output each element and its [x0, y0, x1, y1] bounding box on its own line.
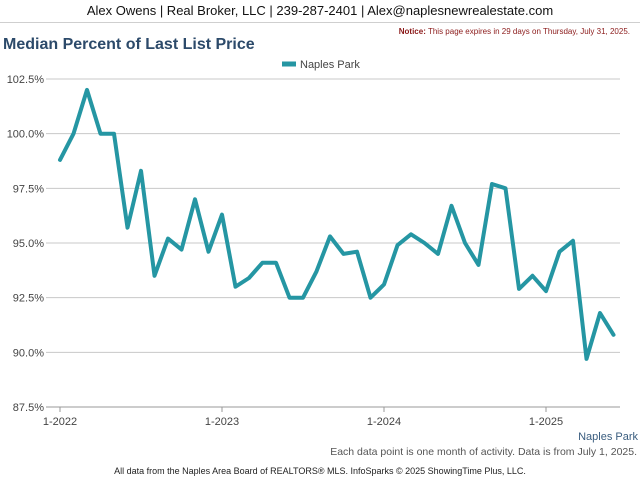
x-tick-label: 1-2025: [529, 416, 563, 428]
contact-header: Alex Owens | Real Broker, LLC | 239-287-…: [0, 0, 640, 23]
source-credit: All data from the Naples Area Board of R…: [114, 466, 526, 476]
contact-text: Alex Owens | Real Broker, LLC | 239-287-…: [86, 3, 554, 18]
notice-label: Notice:: [398, 27, 426, 36]
expiry-notice: Notice: This page expires in 29 days on …: [399, 27, 630, 36]
y-tick-label: 100.0%: [7, 129, 45, 141]
x-end-label: Naples Park: [578, 431, 638, 443]
y-tick-label: 92.5%: [13, 293, 44, 305]
y-tick-label: 87.5%: [13, 402, 44, 414]
x-tick-label: 1-2024: [367, 416, 401, 428]
data-note: Each data point is one month of activity…: [330, 446, 637, 458]
notice-text: This page expires in 29 days on Thursday…: [425, 27, 630, 36]
axes: 87.5% 90.0% 92.5% 95.0% 97.5% 100.0% 102.5% 1-2…: [7, 74, 639, 443]
x-tick-label: 1-2023: [205, 416, 239, 428]
series-layer: [58, 87, 616, 361]
series-line-naples-park: [58, 87, 616, 361]
y-tick-label: 90.0%: [13, 347, 44, 359]
x-tick-label: 1-2022: [43, 416, 77, 428]
legend[interactable]: Naples Park: [282, 59, 360, 71]
chart-title: Median Percent of Last List Price: [3, 36, 255, 53]
y-tick-label: 102.5%: [7, 74, 45, 86]
legend-label: Naples Park: [300, 59, 360, 71]
y-tick-label: 97.5%: [13, 183, 44, 195]
y-tick-label: 95.0%: [13, 238, 44, 250]
